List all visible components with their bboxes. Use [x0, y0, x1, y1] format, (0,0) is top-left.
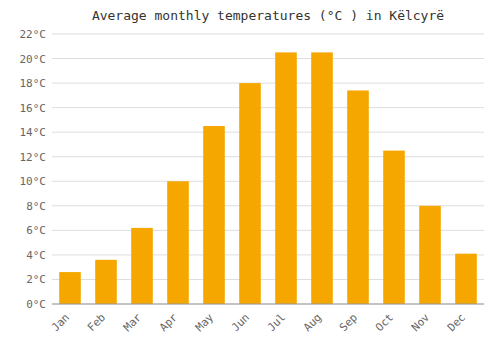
- x-tick-label: May: [193, 311, 217, 335]
- bar: [419, 206, 441, 304]
- y-tick-label: 18°C: [20, 77, 47, 90]
- bar: [347, 90, 369, 304]
- grid-line: [52, 304, 484, 305]
- grid-line: [52, 107, 484, 108]
- y-tick-label: 8°C: [26, 200, 46, 213]
- bar: [203, 126, 225, 304]
- x-tick-label: Jun: [229, 311, 252, 334]
- title: Average monthly temperatures (°C ) in Kë…: [92, 8, 444, 23]
- x-tick-label: Sep: [337, 311, 360, 334]
- bar: [383, 151, 405, 304]
- x-tick-label: Jul: [265, 311, 288, 334]
- x-tick-label: Jan: [49, 311, 72, 334]
- y-tick-label: 20°C: [20, 53, 47, 66]
- bar: [455, 254, 477, 304]
- grid-line: [52, 156, 484, 157]
- x-tick-label: Dec: [445, 311, 468, 334]
- bar: [239, 83, 261, 304]
- y-tick-label: 4°C: [26, 249, 46, 262]
- x-axis: Jan Feb Mar Apr May Jun Jul Aug Sep Oct Nov Dec: [49, 304, 484, 334]
- x-tick-label: Mar: [121, 311, 145, 335]
- bars: [59, 52, 477, 304]
- y-tick-label: 16°C: [20, 102, 47, 115]
- x-tick-label: Aug: [301, 311, 324, 334]
- grid-line: [52, 181, 484, 182]
- chart: Average monthly temperatures (°C ) in Kë…: [0, 0, 500, 350]
- bar: [167, 181, 189, 304]
- x-tick-label: Nov: [409, 311, 433, 335]
- y-tick-label: 10°C: [20, 175, 47, 188]
- bar: [59, 272, 81, 304]
- y-tick-label: 6°C: [26, 224, 46, 237]
- bar: [275, 52, 297, 304]
- y-tick-label: 22°C: [20, 28, 47, 41]
- grid-line: [52, 58, 484, 59]
- bar: [95, 260, 117, 304]
- x-tick-label: Oct: [373, 311, 396, 334]
- y-tick-label: 0°C: [26, 298, 46, 311]
- bar: [131, 228, 153, 304]
- y-axis: 0°C 2°C 4°C 6°C 8°C 10°C 12°C 14°C 16°C 18°C 20°C 2…: [20, 28, 485, 311]
- x-axis-line: [52, 304, 484, 305]
- grid-line: [52, 34, 484, 35]
- x-tick-label: Apr: [157, 311, 181, 335]
- y-tick-label: 12°C: [20, 151, 47, 164]
- grid-line: [52, 132, 484, 133]
- x-tick-label: Feb: [85, 311, 108, 334]
- y-tick-label: 14°C: [20, 126, 47, 139]
- bar: [311, 52, 333, 304]
- grid-line: [52, 83, 484, 84]
- y-tick-label: 2°C: [26, 273, 46, 286]
